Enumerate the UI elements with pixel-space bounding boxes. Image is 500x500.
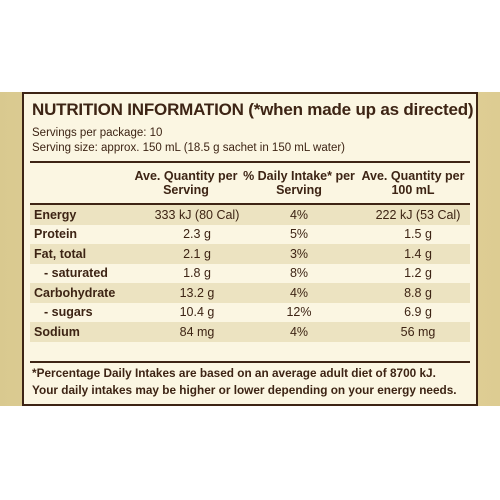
row-label: - saturated	[44, 266, 108, 281]
table-row: Energy 333 kJ (80 Cal) 4% 222 kJ (53 Cal…	[30, 205, 470, 225]
servings-per-package: Servings per package: 10	[32, 127, 163, 139]
header-label-column	[30, 163, 130, 203]
daily-intake-value: 4%	[289, 285, 309, 300]
table-row: Carbohydrate 13.2 g 4% 8.8 g	[30, 283, 470, 303]
per-serving-value: 13.2 g	[179, 285, 215, 300]
row-label: Energy	[34, 207, 77, 222]
table-header: Ave. Quantity per Serving % Daily Intake…	[30, 163, 470, 205]
header-daily-intake: % Daily Intake* per Serving	[243, 169, 355, 197]
per-serving-value: 333 kJ (80 Cal)	[154, 207, 240, 222]
daily-intake-value: 12%	[286, 305, 312, 320]
table-row: Protein 2.3 g 5% 1.5 g	[30, 225, 470, 245]
table-row: - sugars 10.4 g 12% 6.9 g	[30, 303, 470, 323]
row-label: Sodium	[34, 324, 80, 339]
daily-intake-value: 3%	[289, 246, 309, 261]
table-row: Sodium 84 mg 4% 56 mg	[30, 322, 470, 342]
footnote-line-1: *Percentage Daily Intakes are based on a…	[32, 366, 436, 380]
nutrition-panel: NUTRITION INFORMATION (*when made up as …	[22, 92, 478, 406]
header-per-serving: Ave. Quantity per Serving	[134, 169, 238, 197]
serving-size: Serving size: approx. 150 mL (18.5 g sac…	[32, 142, 346, 154]
daily-intake-value: 8%	[289, 266, 309, 281]
footnote-line-2: Your daily intakes may be higher or lowe…	[32, 383, 457, 397]
row-label: Fat, total	[34, 246, 87, 261]
per-100ml-value: 56 mg	[400, 324, 436, 339]
per-100ml-value: 8.8 g	[404, 285, 432, 300]
footnote: *Percentage Daily Intakes are based on a…	[32, 365, 472, 399]
per-serving-value: 10.4 g	[179, 305, 215, 320]
per-serving-value: 84 mg	[179, 324, 215, 339]
header-per-100ml: Ave. Quantity per 100 mL	[361, 169, 465, 197]
daily-intake-value: 4%	[289, 324, 309, 339]
per-100ml-value: 222 kJ (53 Cal)	[375, 207, 461, 222]
row-label: Protein	[34, 227, 78, 242]
table-row: - saturated 1.8 g 8% 1.2 g	[30, 264, 470, 284]
daily-intake-value: 4%	[289, 207, 309, 222]
per-serving-value: 2.3 g	[183, 227, 211, 242]
per-serving-value: 1.8 g	[183, 266, 211, 281]
daily-intake-value: 5%	[289, 227, 309, 242]
panel-title: NUTRITION INFORMATION (*when made up as …	[32, 100, 474, 119]
nutrition-table: Ave. Quantity per Serving % Daily Intake…	[30, 161, 470, 342]
per-100ml-value: 6.9 g	[404, 305, 432, 320]
per-serving-value: 2.1 g	[183, 246, 211, 261]
per-100ml-value: 1.5 g	[404, 227, 432, 242]
footnote-divider	[30, 361, 470, 363]
per-100ml-value: 1.2 g	[404, 266, 432, 281]
row-label: - sugars	[44, 305, 93, 320]
per-100ml-value: 1.4 g	[404, 246, 432, 261]
row-label: Carbohydrate	[34, 285, 116, 300]
table-row: Fat, total 2.1 g 3% 1.4 g	[30, 244, 470, 264]
